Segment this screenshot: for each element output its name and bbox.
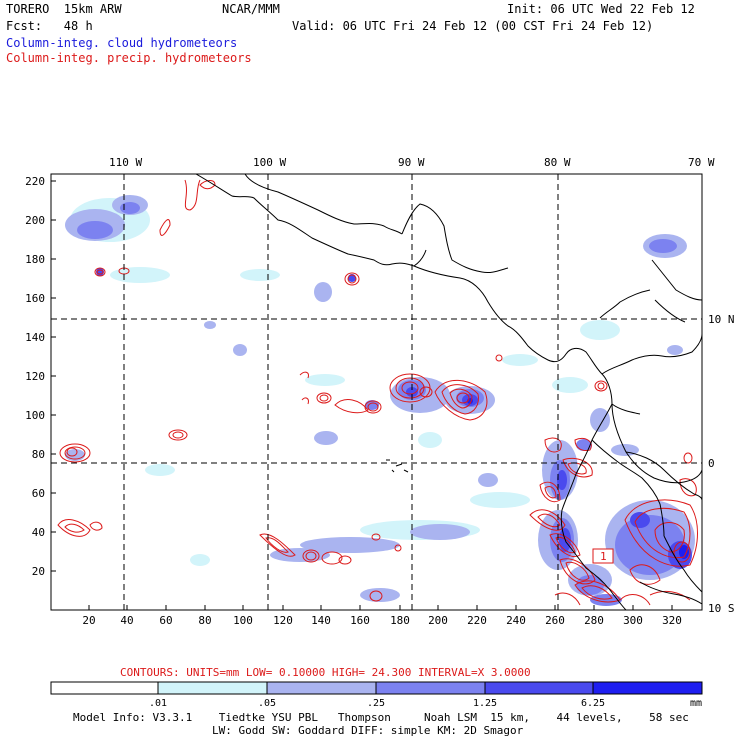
colorbar-label: 6.25: [581, 698, 605, 709]
field-cloud-label: Column-integ. cloud hydrometeors: [6, 36, 238, 50]
x-tick: 300: [623, 614, 643, 627]
x-tick: 180: [390, 614, 410, 627]
lon-label-80w: 80 W: [544, 156, 571, 169]
y-tick-marks: [51, 180, 56, 572]
colorbar-swatch: [51, 682, 158, 694]
field-precip-label: Column-integ. precip. hydrometeors: [6, 51, 252, 65]
x-tick: 160: [350, 614, 370, 627]
x-tick: 140: [311, 614, 331, 627]
model-title: TORERO 15km ARW: [6, 2, 122, 16]
lon-label-110w: 110 W: [109, 156, 142, 169]
y-tick: 120: [25, 370, 45, 383]
cloud-shading: [65, 195, 695, 606]
y-tick: 180: [25, 253, 45, 266]
y-tick: 140: [25, 331, 45, 344]
y-tick: 100: [25, 409, 45, 422]
colorbar-label: .25: [367, 698, 385, 709]
x-tick: 320: [662, 614, 682, 627]
y-tick: 160: [25, 292, 45, 305]
x-axis-labels: 20 40 60 80 100 120 140 160 180 200 220 …: [82, 614, 682, 627]
org-label: NCAR/MMM: [222, 2, 280, 16]
contour-info: CONTOURS: UNITS=mm LOW= 0.10000 HIGH= 24…: [120, 666, 531, 679]
lat-lon-grid: [51, 174, 702, 610]
precip-contours: [57, 179, 698, 606]
colorbar-label: 1.25: [473, 698, 497, 709]
x-tick: 100: [233, 614, 253, 627]
lon-label-70w: 70 W: [688, 156, 715, 169]
x-tick: 200: [428, 614, 448, 627]
y-tick: 40: [32, 526, 45, 539]
lat-label-10n: 10 N: [708, 313, 735, 326]
colorbar-swatch: [158, 682, 267, 694]
x-tick: 240: [506, 614, 526, 627]
colorbar: [50, 681, 703, 695]
colorbar-label: .05: [258, 698, 276, 709]
x-tick: 80: [198, 614, 211, 627]
max-label-box: [592, 548, 614, 564]
y-tick: 20: [32, 565, 45, 578]
y-tick: 200: [25, 214, 45, 227]
x-tick: 60: [159, 614, 172, 627]
y-tick: 220: [25, 175, 45, 188]
lat-label-10s: 10 S: [708, 602, 735, 615]
y-tick: 60: [32, 487, 45, 500]
max-label: 1: [600, 550, 607, 563]
x-tick: 220: [467, 614, 487, 627]
colorbar-units: mm: [690, 698, 702, 709]
x-tick: 40: [120, 614, 133, 627]
colorbar-swatch: [376, 682, 485, 694]
colorbar-labels: .01 .05 .25 1.25 6.25: [149, 698, 605, 709]
model-physics: LW: Godd SW: Goddard DIFF: simple KM: 2D…: [212, 724, 524, 737]
x-tick: 120: [273, 614, 293, 627]
y-tick: 80: [32, 448, 45, 461]
x-tick: 280: [584, 614, 604, 627]
forecast-hour: Fcst: 48 h: [6, 19, 93, 33]
lon-label-90w: 90 W: [398, 156, 425, 169]
lon-label-100w: 100 W: [253, 156, 286, 169]
x-tick: 260: [545, 614, 565, 627]
init-time: Init: 06 UTC Wed 22 Feb 12: [507, 2, 695, 16]
colorbar-label: .01: [149, 698, 167, 709]
colorbar-swatch: [485, 682, 593, 694]
x-tick-marks: [88, 605, 673, 610]
lat-label-0: 0: [708, 457, 715, 470]
valid-time: Valid: 06 UTC Fri 24 Feb 12 (00 CST Fri …: [292, 19, 654, 33]
map-frame: [50, 173, 703, 611]
model-info: Model Info: V3.3.1 Tiedtke YSU PBL Thomp…: [73, 711, 689, 724]
y-axis-labels: 220 200 180 160 140 120 100 80 60 40 20: [25, 175, 45, 578]
coastline: [195, 174, 702, 610]
colorbar-swatch: [593, 682, 702, 694]
colorbar-swatch: [267, 682, 376, 694]
map-content: [51, 174, 702, 610]
x-tick: 20: [82, 614, 95, 627]
